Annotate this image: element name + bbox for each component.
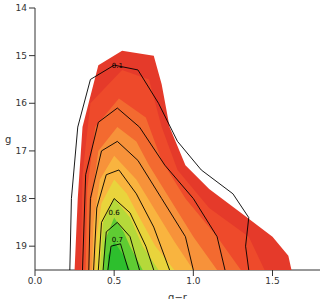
svg-text:g−r: g−r [168, 292, 188, 299]
svg-text:0.5: 0.5 [107, 276, 121, 286]
svg-text:0.1: 0.1 [112, 62, 123, 70]
svg-text:15: 15 [16, 51, 27, 61]
svg-text:g: g [8, 134, 11, 145]
svg-text:0.0: 0.0 [28, 276, 43, 286]
svg-text:17: 17 [16, 146, 27, 156]
svg-text:0.7: 0.7 [112, 236, 123, 244]
svg-text:16: 16 [16, 98, 28, 108]
svg-text:19: 19 [16, 241, 28, 251]
svg-text:14: 14 [16, 3, 28, 13]
svg-text:18: 18 [16, 194, 28, 204]
svg-text:0.6: 0.6 [109, 209, 121, 217]
svg-text:1.0: 1.0 [186, 276, 201, 286]
svg-text:1.5: 1.5 [265, 276, 279, 286]
